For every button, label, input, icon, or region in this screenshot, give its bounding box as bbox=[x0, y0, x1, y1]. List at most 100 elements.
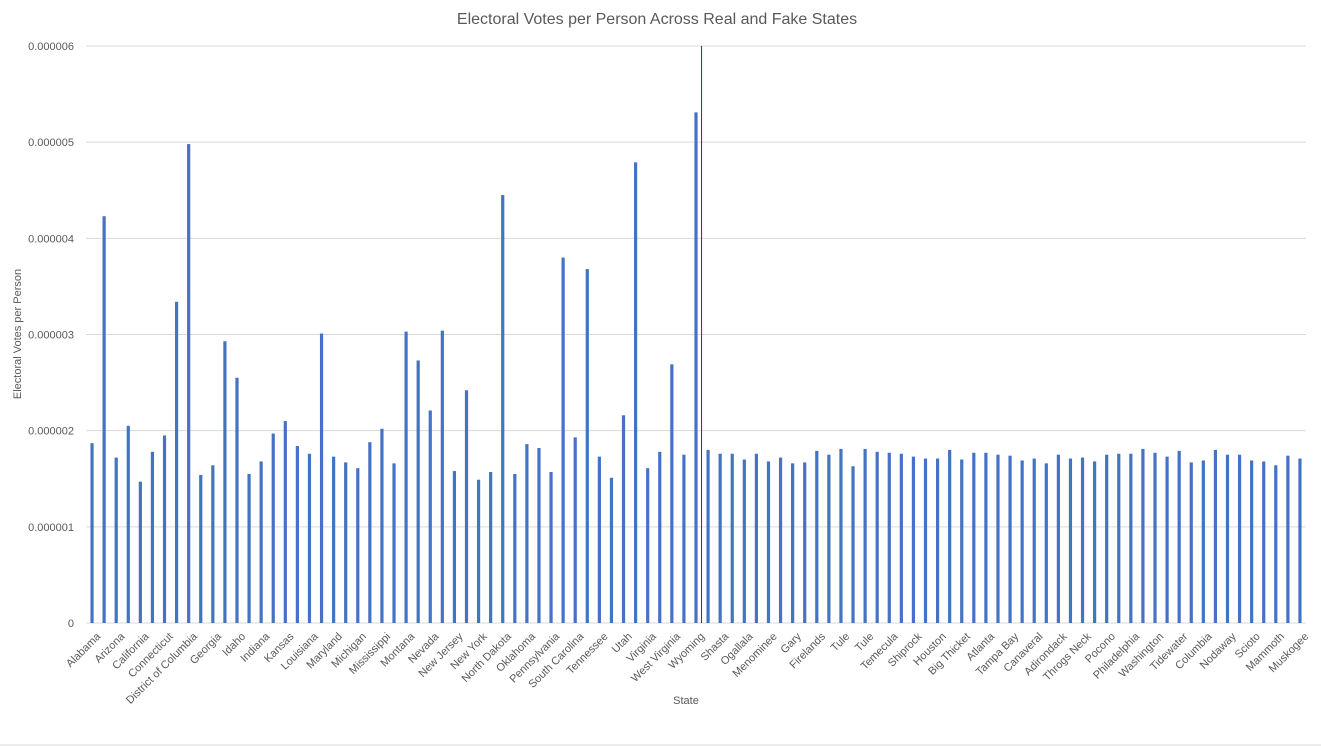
bar bbox=[899, 453, 903, 623]
bar bbox=[1201, 460, 1205, 623]
bar bbox=[537, 447, 541, 623]
bar bbox=[319, 333, 324, 623]
bar bbox=[1213, 449, 1218, 623]
bar bbox=[126, 425, 130, 623]
bar bbox=[730, 453, 734, 623]
bar bbox=[1177, 450, 1181, 623]
y-tick-label: 0.000003 bbox=[28, 330, 74, 342]
bar bbox=[464, 390, 469, 623]
bar bbox=[597, 456, 601, 623]
y-tick-label: 0.000005 bbox=[28, 137, 74, 149]
bar bbox=[1068, 458, 1073, 623]
bar bbox=[259, 461, 263, 623]
bar bbox=[646, 468, 650, 623]
bar bbox=[199, 474, 203, 623]
bar bbox=[404, 331, 408, 623]
bar bbox=[1117, 453, 1121, 623]
x-axis-title: State bbox=[673, 695, 699, 707]
bar bbox=[247, 473, 251, 623]
bar bbox=[1056, 454, 1060, 623]
bar bbox=[513, 473, 517, 623]
bar bbox=[1298, 458, 1302, 623]
bar bbox=[1250, 460, 1254, 623]
bar bbox=[851, 466, 855, 623]
bar bbox=[573, 437, 577, 623]
y-tick-label: 0 bbox=[68, 618, 74, 630]
bar bbox=[1129, 453, 1133, 623]
bar bbox=[332, 456, 336, 623]
bar bbox=[392, 463, 396, 623]
bar bbox=[766, 461, 771, 623]
bar bbox=[235, 377, 239, 623]
bar bbox=[1189, 462, 1193, 623]
bar bbox=[682, 454, 686, 623]
bar bbox=[1032, 458, 1036, 623]
bar bbox=[718, 453, 722, 623]
y-tick-label: 0.000001 bbox=[28, 522, 74, 534]
bar bbox=[1105, 454, 1109, 623]
bar bbox=[742, 459, 746, 623]
bar bbox=[996, 454, 1000, 623]
bar bbox=[307, 453, 312, 623]
bar bbox=[960, 459, 964, 623]
bar bbox=[368, 442, 372, 623]
bar bbox=[525, 444, 529, 623]
bar bbox=[1262, 461, 1266, 623]
bar bbox=[694, 112, 698, 623]
bar bbox=[972, 452, 976, 623]
bar bbox=[114, 457, 118, 623]
bar bbox=[1008, 455, 1012, 623]
bar bbox=[658, 451, 662, 623]
bar bbox=[827, 454, 831, 623]
bar bbox=[1020, 460, 1024, 623]
bar bbox=[356, 468, 360, 623]
bar bbox=[875, 451, 879, 623]
bar bbox=[815, 450, 819, 623]
bar bbox=[754, 453, 758, 623]
bar bbox=[138, 481, 142, 623]
bar bbox=[428, 410, 432, 623]
bar bbox=[634, 162, 638, 623]
bar bbox=[90, 443, 94, 623]
bar bbox=[839, 448, 843, 623]
y-tick-label: 0.000002 bbox=[28, 426, 74, 438]
bar bbox=[923, 458, 928, 623]
y-tick-label: 0.000004 bbox=[28, 233, 74, 245]
bar bbox=[585, 269, 589, 623]
bar bbox=[187, 144, 191, 623]
bar bbox=[1274, 465, 1278, 623]
bar bbox=[561, 257, 565, 623]
bar bbox=[911, 456, 916, 623]
bar bbox=[935, 458, 940, 623]
bar bbox=[1044, 463, 1048, 623]
bar bbox=[150, 451, 155, 623]
bar bbox=[609, 477, 614, 623]
bar bbox=[1153, 452, 1157, 623]
bar bbox=[223, 341, 227, 623]
bar bbox=[489, 472, 493, 623]
bar bbox=[344, 462, 348, 623]
bar bbox=[670, 364, 674, 623]
x-tick-label: Alabama bbox=[64, 630, 104, 670]
y-tick-label: 0.000006 bbox=[28, 41, 74, 53]
bar bbox=[162, 435, 167, 623]
bar bbox=[887, 452, 891, 623]
bar bbox=[1141, 448, 1145, 623]
chart-title: Electoral Votes per Person Across Real a… bbox=[457, 11, 857, 28]
bar bbox=[102, 216, 106, 623]
y-axis-title: Electoral Votes per Person bbox=[12, 269, 24, 399]
bar bbox=[778, 457, 783, 623]
bar bbox=[1237, 454, 1242, 623]
bar bbox=[984, 452, 988, 623]
bar bbox=[1286, 455, 1290, 623]
bar bbox=[174, 301, 179, 623]
bar bbox=[271, 433, 275, 623]
x-tick-label: Tule bbox=[829, 631, 852, 654]
bar bbox=[948, 449, 952, 623]
bar bbox=[621, 415, 626, 623]
bar bbox=[791, 463, 795, 623]
bar bbox=[803, 462, 807, 623]
bar bbox=[211, 465, 215, 623]
bar bbox=[295, 446, 299, 623]
